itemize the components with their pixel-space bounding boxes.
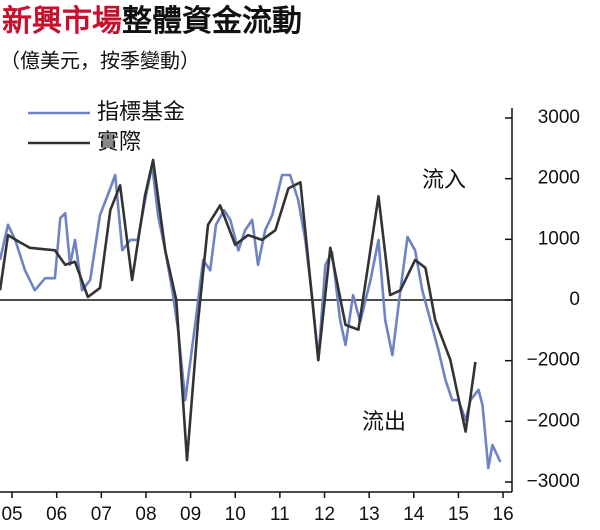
y-tick-label: 2000 bbox=[538, 168, 580, 189]
x-tick-label: 10 bbox=[225, 504, 246, 525]
y-tick-label: 1000 bbox=[538, 228, 580, 249]
chart-title: 新興市場整體資金流動 bbox=[2, 4, 302, 39]
x-tick-label: 08 bbox=[135, 504, 156, 525]
x-tick-label: 06 bbox=[46, 504, 67, 525]
legend-label: 實際 bbox=[97, 130, 141, 155]
y-tick-label: 0 bbox=[569, 289, 580, 310]
legend-label: 指標基金 bbox=[97, 100, 185, 125]
y-tick-label: −2000 bbox=[527, 350, 580, 371]
x-tick-label: 05 bbox=[1, 504, 22, 525]
annotation: 流入 bbox=[422, 168, 466, 193]
subtitle: （億美元，按季變動） bbox=[0, 49, 200, 73]
x-tick-label: 12 bbox=[314, 504, 335, 525]
x-tick-label: 14 bbox=[403, 504, 425, 525]
y-tick-label: 3000 bbox=[538, 107, 580, 128]
x-tick-label: 07 bbox=[91, 504, 112, 525]
x-tick-label: 11 bbox=[270, 504, 290, 525]
y-tick-label: −2000 bbox=[527, 410, 580, 431]
title-rest: 整體資金流動 bbox=[122, 4, 302, 39]
y-tick-label: −3000 bbox=[527, 471, 580, 492]
title-highlight: 新興市場 bbox=[2, 4, 122, 39]
x-tick-label: 13 bbox=[359, 504, 380, 525]
x-tick-label: 09 bbox=[180, 504, 201, 525]
line-series bbox=[0, 164, 502, 470]
x-tick-label: 15 bbox=[448, 504, 469, 525]
line-series bbox=[0, 158, 477, 462]
x-tick-label: 16 bbox=[493, 504, 514, 525]
annotation: 流出 bbox=[362, 410, 406, 435]
